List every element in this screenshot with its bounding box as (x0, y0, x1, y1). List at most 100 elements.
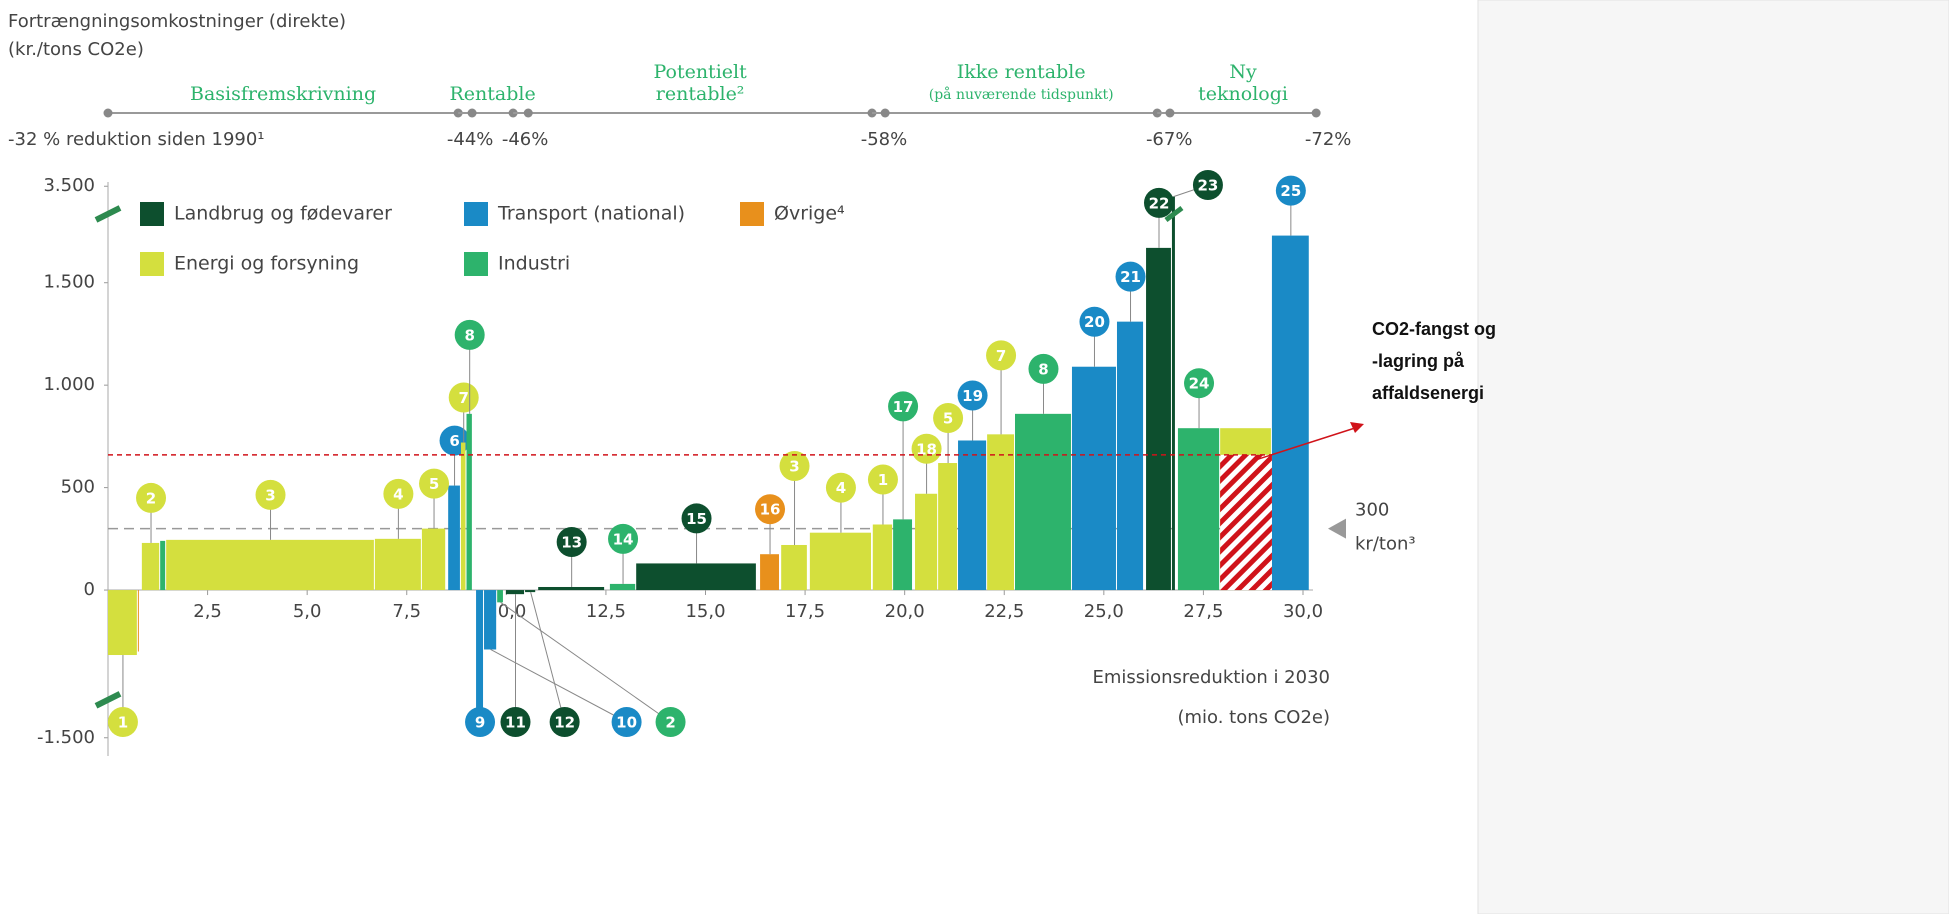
bar-break (1164, 205, 1184, 222)
bar (636, 563, 756, 591)
label-leader (530, 591, 566, 723)
bar-label: 22 (1149, 194, 1170, 212)
bar-label-badge (1144, 187, 1175, 218)
y-tick-label: 0 (84, 579, 95, 600)
bar (466, 413, 472, 591)
bar-label-badge (1079, 306, 1110, 337)
bar-label-badge (136, 482, 167, 513)
bar-label: 8 (464, 326, 474, 344)
x-tick-label: 15,0 (685, 601, 725, 622)
bar (1015, 413, 1071, 591)
y-tick-label: 500 (61, 477, 95, 498)
bar-label-badge (911, 433, 942, 464)
bar-label-badge (1028, 353, 1059, 384)
x-tick-label: 5,0 (293, 601, 322, 622)
bar (781, 544, 807, 591)
legend-label: Transport (national) (497, 203, 685, 225)
phase-dot (523, 108, 533, 118)
bar-label: 14 (613, 530, 634, 548)
bar-label-badge (655, 707, 686, 737)
bar-label-badge (255, 479, 286, 510)
legend-swatch (140, 252, 164, 276)
axis-break (94, 205, 122, 223)
x-tick-label: 27,5 (1183, 601, 1223, 622)
bar (141, 542, 160, 591)
bar (1116, 321, 1144, 591)
highlight-arrowhead (1350, 422, 1364, 433)
bar-label-badge (1275, 175, 1306, 206)
phase-dot (103, 108, 113, 118)
bar-label-badge (465, 707, 496, 737)
phase-end-label: -58% (861, 129, 908, 150)
phase-end-label: -46% (502, 129, 549, 150)
bar (160, 540, 166, 591)
x-tick-label: 10,0 (486, 601, 526, 622)
phase-name: teknologi (1198, 83, 1288, 105)
bar-label-badge (986, 340, 1017, 371)
bar-label-badge (755, 494, 786, 525)
phase-end-label: -44% (447, 129, 494, 150)
bar (108, 590, 137, 656)
bar-label: 13 (561, 533, 582, 551)
highlight-label: CO2-fangst og (1372, 319, 1496, 339)
bar (497, 590, 503, 603)
bar-label: 2 (146, 489, 156, 507)
bar-label-badge (933, 403, 964, 434)
bar-label-badge (454, 319, 485, 350)
bar-label: 2 (665, 714, 675, 732)
phase-name: Potentielt (653, 61, 747, 83)
side-panel (1477, 0, 1949, 914)
bar-label-badge (549, 707, 580, 737)
bar-label-badge (681, 503, 712, 534)
highlight-arrow (1255, 427, 1356, 461)
bar-label-badge (500, 707, 531, 737)
legend-label: Industri (498, 253, 570, 275)
bar-label: 6 (449, 432, 459, 450)
legend-label: Energi og forsyning (174, 253, 359, 275)
bar-label-badge (611, 707, 642, 737)
bar (538, 586, 605, 591)
phase-name: Basisfremskrivning (190, 83, 376, 105)
bar (872, 524, 893, 591)
bar (374, 538, 421, 591)
bar-label-badge (888, 391, 919, 422)
reduction-start-label: -32 % reduktion siden 1990¹ (8, 129, 265, 150)
y-tick-label: -1.500 (37, 727, 95, 748)
bar-label: 7 (996, 347, 1006, 365)
bar-label: 21 (1120, 268, 1141, 286)
bar-label-badge (556, 526, 587, 557)
chart-title: (kr./tons CO2e) (8, 39, 144, 60)
bar (915, 493, 938, 591)
legend-label: Landbrug og fødevarer (174, 203, 392, 225)
legend-swatch (140, 202, 164, 226)
bar (1171, 196, 1175, 591)
bar (525, 590, 536, 593)
bar-label-badge (825, 472, 856, 503)
x-tick-label: 20,0 (885, 601, 925, 622)
legend-swatch (464, 252, 488, 276)
bar-label: 19 (962, 387, 983, 405)
bar-label: 16 (760, 501, 781, 519)
highlight-bar (1220, 454, 1272, 591)
x-tick-label: 22,5 (984, 601, 1024, 622)
bar-label: 7 (458, 389, 468, 407)
x-tick-label: 12,5 (586, 601, 626, 622)
bar-label: 23 (1198, 177, 1219, 195)
bar-label: 5 (429, 475, 439, 493)
x-tick-label: 2,5 (193, 601, 222, 622)
bar (893, 519, 913, 591)
phase-name: (på nuværende tidspunkt) (929, 86, 1114, 103)
reference-label: 300 (1355, 500, 1389, 521)
bar (1071, 366, 1116, 591)
bar (166, 539, 374, 591)
bar-label: 8 (1038, 360, 1048, 378)
bar-label: 11 (505, 714, 526, 732)
phase-dot (467, 108, 477, 118)
bar (505, 590, 525, 595)
x-axis-title: Emissionsreduktion i 2030 (1092, 667, 1330, 688)
bar-label-badge (608, 523, 639, 554)
bar (421, 528, 446, 591)
x-tick-label: 25,0 (1084, 601, 1124, 622)
x-tick-label: 7,5 (392, 601, 421, 622)
bar (476, 590, 484, 720)
